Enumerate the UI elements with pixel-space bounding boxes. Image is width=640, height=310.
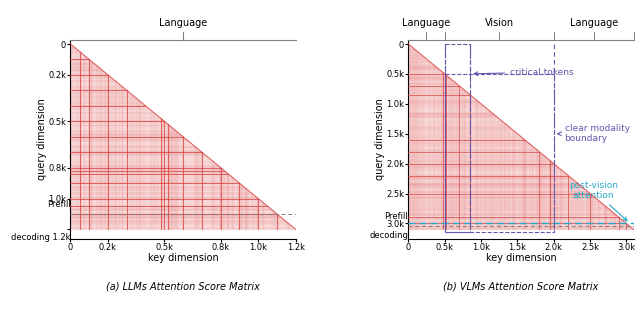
Text: decoding: decoding [369,231,408,240]
Text: critical tokens: critical tokens [474,68,573,77]
Text: Language: Language [570,18,618,29]
Text: Language: Language [403,18,451,29]
Text: clear modality
boundary: clear modality boundary [557,124,630,144]
Title: (b) VLMs Attention Score Matrix: (b) VLMs Attention Score Matrix [444,282,598,292]
Text: Language: Language [159,18,207,29]
Text: Prefill: Prefill [47,200,70,209]
Bar [445,44,470,232]
Bar [445,74,554,232]
X-axis label: key dimension: key dimension [148,253,218,263]
X-axis label: key dimension: key dimension [486,253,556,263]
Polygon shape [70,44,296,229]
Title: (a) LLMs Attention Score Matrix: (a) LLMs Attention Score Matrix [106,282,260,292]
Text: decoding 1.2k: decoding 1.2k [11,233,70,242]
Text: Vision: Vision [484,18,514,29]
Y-axis label: query dimension: query dimension [374,99,385,180]
Text: Prefill: Prefill [385,212,408,221]
Text: post-vision
attention: post-vision attention [569,181,627,221]
Polygon shape [408,44,634,229]
Y-axis label: query dimension: query dimension [36,99,47,180]
